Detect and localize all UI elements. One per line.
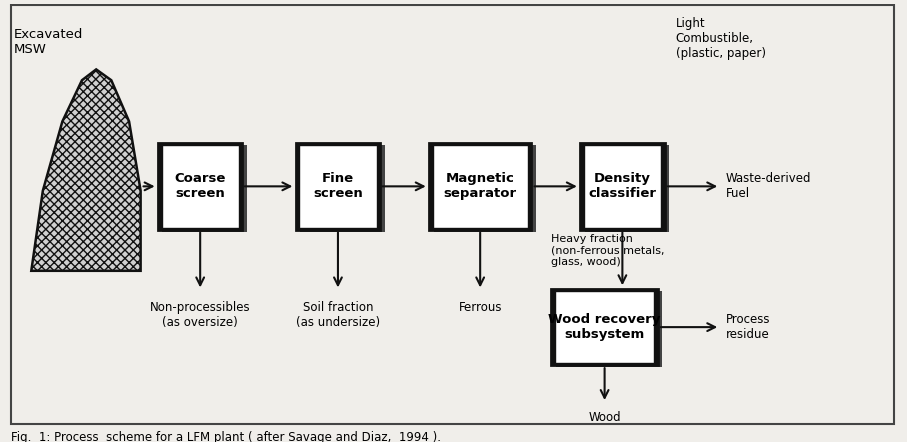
Text: Non-processibles
(as oversize): Non-processibles (as oversize) bbox=[150, 301, 250, 329]
Bar bbox=[162, 145, 247, 232]
Text: Wood recovery
subsystem: Wood recovery subsystem bbox=[549, 313, 661, 341]
Bar bbox=[551, 289, 658, 365]
Text: Light
Combustible,
(plastic, paper): Light Combustible, (plastic, paper) bbox=[676, 17, 766, 61]
Text: Wood: Wood bbox=[589, 411, 621, 424]
Text: Excavated
MSW: Excavated MSW bbox=[14, 28, 83, 56]
Bar bbox=[296, 143, 380, 230]
Text: Coarse
screen: Coarse screen bbox=[174, 172, 226, 200]
Text: Density
classifier: Density classifier bbox=[589, 172, 657, 200]
Text: Fig.  1: Process  scheme for a LFM plant ( after Savage and Diaz,  1994 ).: Fig. 1: Process scheme for a LFM plant (… bbox=[11, 431, 441, 442]
Bar bbox=[555, 291, 654, 363]
Text: Magnetic
separator: Magnetic separator bbox=[444, 172, 517, 200]
Text: Process
residue: Process residue bbox=[726, 313, 770, 341]
Bar bbox=[585, 145, 669, 232]
Text: Fine
screen: Fine screen bbox=[313, 172, 363, 200]
Text: Heavy fraction
(non-ferrous metals,
glass, wood): Heavy fraction (non-ferrous metals, glas… bbox=[551, 234, 665, 267]
Bar bbox=[158, 143, 242, 230]
Text: Waste-derived
Fuel: Waste-derived Fuel bbox=[726, 172, 811, 200]
Bar bbox=[300, 145, 385, 232]
Bar bbox=[584, 145, 661, 228]
Text: Ferrous: Ferrous bbox=[458, 301, 502, 314]
Bar bbox=[433, 145, 528, 228]
Text: Soil fraction
(as undersize): Soil fraction (as undersize) bbox=[296, 301, 380, 329]
Bar bbox=[429, 143, 532, 230]
Bar bbox=[299, 145, 376, 228]
Bar bbox=[161, 145, 239, 228]
Bar bbox=[580, 143, 665, 230]
Polygon shape bbox=[31, 69, 141, 271]
Bar bbox=[434, 145, 536, 232]
Bar bbox=[556, 291, 662, 367]
